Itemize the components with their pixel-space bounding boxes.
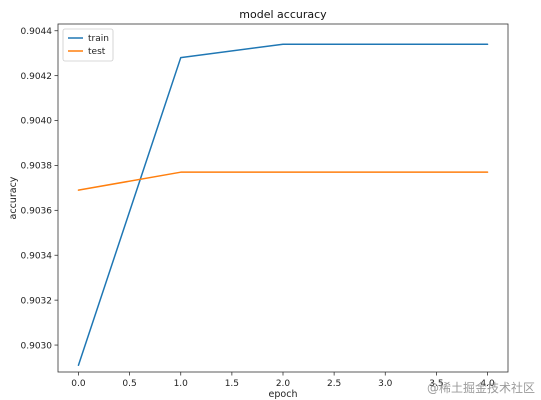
watermark: @稀土掘金技术社区 — [427, 380, 535, 395]
legend-box — [62, 28, 114, 62]
y-tick-label: 0.9030 — [21, 341, 53, 351]
x-tick-label: 3.5 — [429, 379, 443, 389]
x-tick-label: 4.0 — [480, 379, 495, 389]
x-tick-label: 3.0 — [378, 379, 393, 389]
y-axis-ticks: 0.9030 0.9032 0.9034 0.9036 0.9038 0.9040 0.90… — [21, 27, 58, 351]
y-tick-label: 0.9034 — [21, 251, 53, 261]
series-line-test — [77, 171, 489, 191]
legend: train test — [62, 28, 114, 62]
y-tick-label: 0.9044 — [21, 27, 53, 37]
chart-title: model accuracy — [239, 8, 327, 21]
x-axis-ticks: 0.0 0.5 1.0 1.5 2.0 2.5 3.0 3.5 4.0 — [71, 372, 495, 389]
x-tick-label: 0.0 — [71, 379, 86, 389]
x-tick-label: 1.0 — [174, 379, 189, 389]
x-tick-label: 2.5 — [327, 379, 341, 389]
y-tick-label: 0.9036 — [21, 207, 53, 217]
x-tick-label: 1.5 — [225, 379, 239, 389]
series-line-train — [77, 43, 489, 367]
y-tick-label: 0.9032 — [21, 296, 53, 306]
plot-area — [57, 23, 509, 373]
y-tick-label: 0.9042 — [21, 72, 53, 82]
x-tick-label: 0.5 — [122, 379, 136, 389]
legend-label-train: train — [88, 34, 109, 44]
x-tick-label: 2.0 — [276, 379, 291, 389]
y-tick-label: 0.9040 — [21, 117, 53, 127]
y-axis-label: accuracy — [8, 176, 19, 219]
series-layer — [77, 43, 489, 367]
legend-label-test: test — [88, 47, 106, 57]
x-axis-label: epoch — [269, 389, 298, 400]
y-tick-label: 0.9038 — [21, 162, 53, 172]
